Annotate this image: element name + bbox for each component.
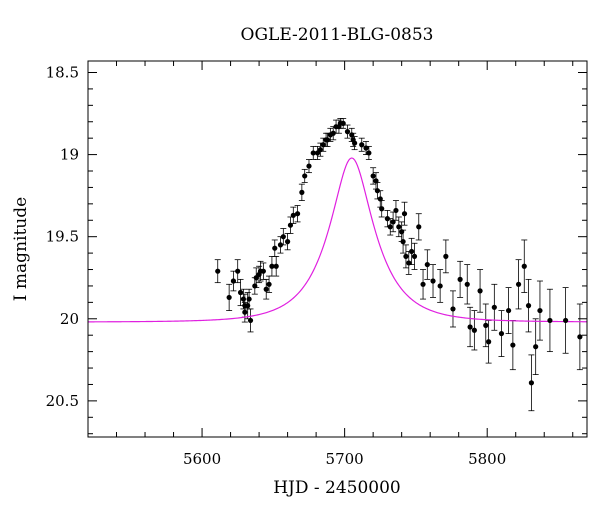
data-point (273, 263, 279, 269)
data-point (352, 140, 358, 146)
data-point (374, 188, 381, 194)
y-axis-label: I magnitude (11, 197, 31, 301)
data-point (400, 239, 406, 245)
data-point (359, 142, 365, 148)
data-point (547, 317, 553, 324)
data-point (510, 342, 516, 348)
data-point (379, 206, 385, 212)
data-point (505, 307, 512, 314)
axis-ticks (87, 61, 587, 437)
data-point (230, 278, 237, 284)
data-point (294, 211, 301, 217)
y-tick-label: 19 (60, 146, 79, 164)
data-point (280, 234, 286, 240)
model-curve (87, 157, 587, 323)
data-point (471, 327, 477, 333)
data-point (330, 130, 336, 136)
data-point (266, 281, 272, 287)
data-point (406, 260, 412, 266)
data-point (477, 288, 483, 294)
data-point (344, 129, 351, 135)
data-point (247, 317, 254, 324)
data-point (363, 145, 369, 151)
data-point (226, 294, 232, 301)
y-tick-label: 18.5 (46, 63, 79, 81)
data-point (467, 324, 473, 330)
data-point (245, 303, 251, 309)
y-tick-label: 20.5 (46, 392, 79, 410)
chart-title: OGLE-2011-BLG-0853 (241, 25, 434, 45)
y-tick-label: 19.5 (46, 228, 79, 246)
data-point (409, 248, 415, 255)
data-point (411, 253, 418, 259)
data-point (537, 307, 543, 314)
data-point (349, 132, 355, 138)
data-point (396, 224, 402, 230)
data-point (263, 286, 269, 292)
data-point (287, 222, 294, 228)
data-point (373, 178, 379, 184)
data-point (390, 219, 396, 225)
data-point (324, 137, 331, 143)
data-point (533, 344, 539, 350)
data-point (290, 212, 296, 218)
x-tick-label: 5600 (183, 450, 221, 468)
data-point (215, 268, 221, 274)
data-point (403, 253, 409, 259)
data-point (260, 268, 266, 274)
data-point (420, 281, 426, 287)
data-point (340, 120, 346, 126)
data-point (310, 150, 316, 156)
data-point (457, 276, 463, 282)
data-point (242, 309, 248, 315)
data-point (430, 278, 436, 284)
data-point (577, 334, 583, 340)
data-point (366, 150, 372, 156)
data-point (563, 317, 569, 324)
x-tick-label: 5700 (326, 450, 364, 468)
data-point (401, 211, 408, 217)
x-tick-label: 5800 (468, 450, 506, 468)
data-point (498, 330, 505, 337)
data-point (399, 229, 405, 235)
data-point (299, 189, 305, 195)
data-points (215, 120, 583, 386)
data-point (235, 268, 241, 274)
data-point (387, 224, 393, 230)
data-point (237, 289, 244, 296)
data-point (424, 261, 430, 268)
data-point (306, 163, 312, 169)
data-point (370, 173, 376, 179)
data-point (285, 239, 291, 245)
data-point (464, 281, 470, 287)
data-point (384, 216, 390, 222)
axis-tick-labels: 5600 5700 5800 18.5 19 19.5 20 20.5 (46, 63, 507, 468)
data-point (515, 281, 522, 287)
data-point (450, 306, 456, 312)
data-point (277, 242, 284, 248)
data-point (491, 304, 497, 310)
data-point (443, 253, 449, 259)
data-point (528, 380, 534, 386)
data-point (393, 207, 399, 214)
plot-frame (87, 60, 588, 438)
data-point (317, 147, 323, 153)
data-point (377, 196, 383, 202)
data-point (525, 303, 532, 309)
data-point (269, 263, 275, 269)
y-tick-label: 20 (60, 310, 79, 328)
data-point (272, 245, 278, 251)
data-point (320, 142, 326, 148)
data-point (486, 339, 492, 345)
data-point (437, 283, 443, 289)
data-point (246, 296, 252, 302)
data-point (302, 173, 308, 179)
data-point (521, 263, 527, 269)
data-point (240, 296, 247, 302)
data-point (416, 224, 422, 230)
x-axis-label: HJD - 2450000 (273, 478, 401, 498)
data-point (252, 283, 258, 289)
data-point (483, 322, 489, 328)
